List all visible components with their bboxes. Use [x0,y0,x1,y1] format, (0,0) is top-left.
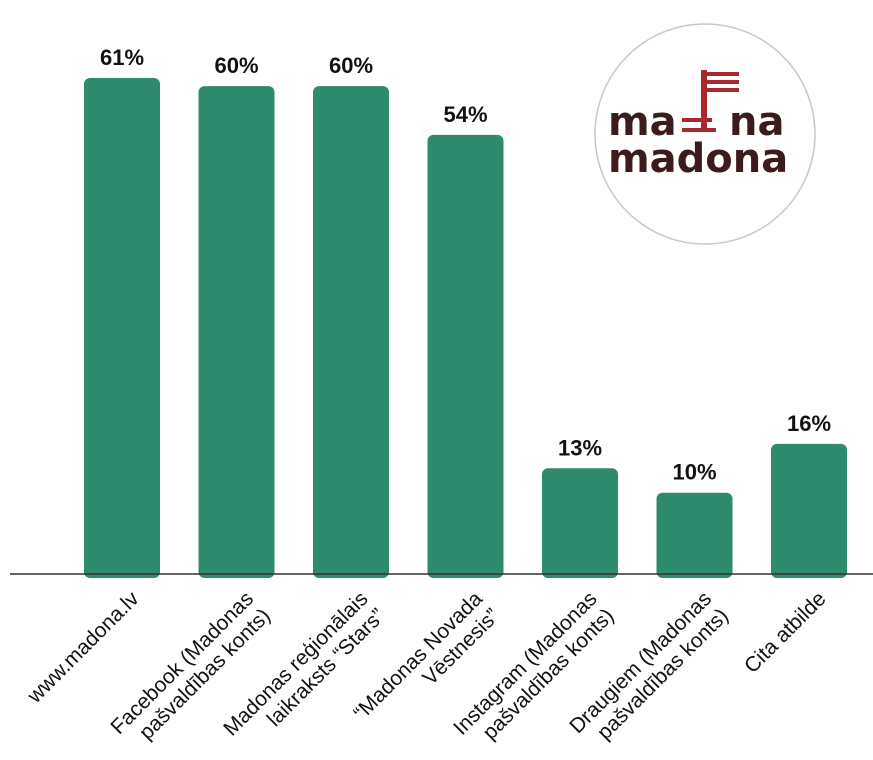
bar-0 [84,78,160,578]
logo-text-line1-right: na [729,99,784,145]
bar-3 [427,134,504,578]
value-label-6: 16% [787,411,831,436]
value-label-4: 13% [558,435,602,460]
bar-5 [656,492,733,578]
category-label-6-line-0: Cita atbilde [740,587,831,678]
category-label-0-line-0: www.madona.lv [23,587,144,708]
category-label-6: Cita atbilde [740,587,831,678]
value-label-1: 60% [214,53,258,78]
value-label-5: 10% [672,460,716,485]
value-label-2: 60% [329,53,373,78]
madona-flag-icon [682,70,739,132]
bar-1 [198,86,275,578]
logo-text-line2: madona [608,136,788,182]
value-label-3: 54% [443,102,487,127]
bars-group [84,78,847,578]
value-label-0: 61% [100,45,144,70]
bar-2 [313,86,389,578]
bar-6 [771,443,847,578]
madona-logo: ma na madona [594,23,816,245]
bar-4 [542,468,618,578]
logo-text-line1-left: ma [608,99,677,145]
logo-circle [594,23,816,245]
value-labels-group: 61% 60% 60% 54% 13% 10% 16% [100,45,831,485]
category-label-0: www.madona.lv [23,587,144,708]
